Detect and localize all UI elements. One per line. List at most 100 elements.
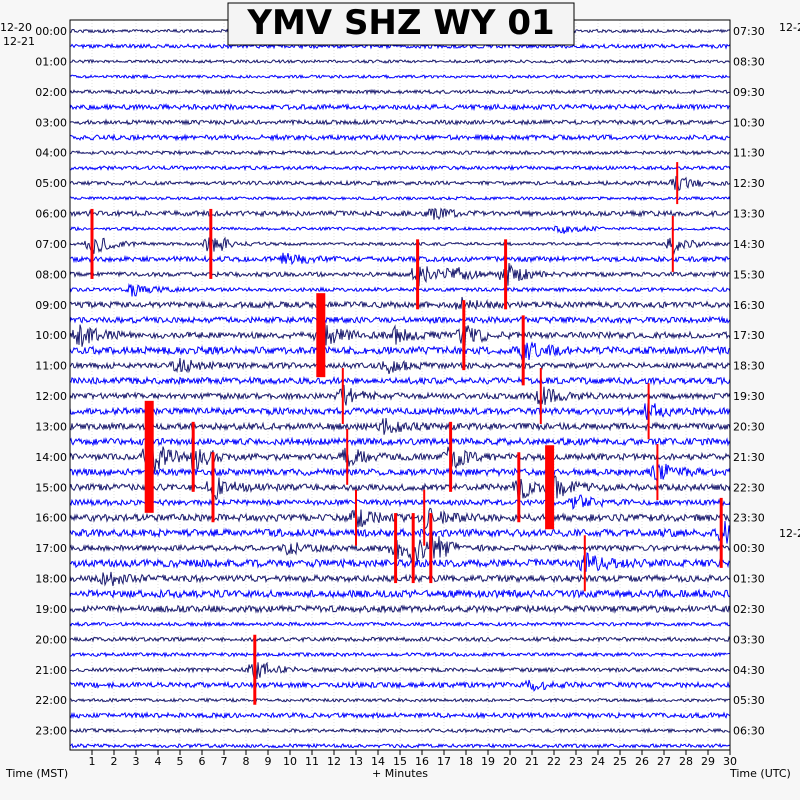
right-date-label-top: 12-2 (779, 21, 800, 34)
x-tick-label: 22 (547, 755, 561, 768)
clipped-event-mark (656, 444, 659, 501)
clipped-event-mark (209, 208, 213, 279)
x-tick-label: 6 (199, 755, 206, 768)
trace-row (69, 133, 730, 142)
x-tick-label: 29 (701, 755, 715, 768)
right-hour-label: 12:30 (733, 177, 765, 190)
trace-row (69, 375, 731, 386)
trace-row (69, 727, 731, 734)
trace-row (69, 661, 731, 680)
clipped-event-mark (346, 428, 349, 485)
trace-row (70, 164, 731, 172)
left-hour-label: 01:00 (35, 55, 67, 68)
left-hour-label: 23:00 (35, 725, 67, 738)
left-hour-label: 04:00 (35, 147, 67, 160)
x-tick-label: 16 (415, 755, 429, 768)
trace-row (69, 315, 731, 325)
trace-row (69, 520, 731, 545)
trace-row (69, 102, 731, 112)
trace-row (69, 263, 731, 287)
x-tick-label: 10 (283, 755, 297, 768)
trace-row (69, 531, 731, 564)
x-tick-label: 19 (481, 755, 495, 768)
left-hour-label: 11:00 (35, 360, 67, 373)
x-axis-label: + Minutes (372, 767, 428, 780)
x-tick-label: 9 (265, 755, 272, 768)
trace-row (69, 711, 731, 720)
left-hour-label: 02:00 (35, 86, 67, 99)
x-tick-label: 25 (613, 755, 627, 768)
left-hour-label: 14:00 (35, 451, 67, 464)
right-hour-label: 06:30 (733, 725, 765, 738)
trace-row (69, 224, 731, 234)
left-hour-label: 15:00 (35, 481, 67, 494)
x-tick-label: 13 (349, 755, 363, 768)
x-tick-label: 11 (305, 755, 319, 768)
trace-row (69, 235, 731, 255)
title-box (227, 2, 575, 46)
trace-row (69, 463, 731, 482)
trace-row (69, 620, 731, 628)
trace-row (69, 436, 731, 447)
right-hour-label: 22:30 (733, 481, 765, 494)
left-hour-label: 19:00 (35, 603, 67, 616)
clipped-event-mark (504, 239, 508, 310)
trace-row (69, 438, 731, 474)
x-tick-label: 17 (437, 755, 451, 768)
clipped-event-mark (253, 634, 257, 705)
right-hour-label: 19:30 (733, 390, 765, 403)
clipped-event-mark (316, 293, 326, 378)
right-hour-label: 17:30 (733, 329, 765, 342)
trace-row (69, 604, 731, 614)
left-hour-label: 13:00 (35, 420, 67, 433)
x-tick-label: 30 (723, 755, 737, 768)
clipped-event-mark (191, 421, 195, 492)
chart-title: YMV SHZ WY 01 (246, 3, 554, 43)
trace-row (69, 679, 731, 692)
right-hour-label: 09:30 (733, 86, 765, 99)
x-tick-label: 12 (327, 755, 341, 768)
trace-row (69, 588, 731, 600)
trace-row (69, 283, 731, 297)
trace-row (69, 296, 731, 310)
clipped-event-mark (539, 368, 542, 424)
trace-row (69, 474, 731, 504)
trace-row (69, 358, 731, 375)
left-date-label-bottom: 12-21 (3, 35, 35, 48)
right-hour-label: 02:30 (733, 603, 765, 616)
right-hour-label: 23:30 (733, 512, 765, 525)
right-hour-label: 10:30 (733, 116, 765, 129)
x-tick-label: 24 (591, 755, 605, 768)
right-hour-label: 14:30 (733, 238, 765, 251)
trace-row (69, 384, 731, 406)
trace-row (69, 507, 731, 530)
x-tick-label: 15 (393, 755, 407, 768)
right-hour-label: 21:30 (733, 451, 765, 464)
left-hour-label: 05:00 (35, 177, 67, 190)
right-hour-label: 00:30 (733, 542, 765, 555)
clipped-event-mark (647, 383, 650, 440)
clipped-event-mark (462, 300, 466, 371)
right-hour-label: 03:30 (733, 633, 765, 646)
left-hour-label: 03:00 (35, 116, 67, 129)
clipped-event-mark (90, 208, 94, 279)
clipped-event-mark (144, 400, 154, 513)
clipped-event-mark (583, 535, 586, 592)
left-date-label-top: 12-20 (0, 21, 32, 34)
clipped-event-mark (449, 421, 453, 492)
event-group (90, 162, 723, 705)
trace-row (69, 207, 731, 221)
trace-row (69, 552, 731, 572)
clipped-event-mark (429, 513, 433, 584)
x-tick-label: 3 (133, 755, 140, 768)
x-tick-label: 7 (221, 755, 228, 768)
x-tick-label: 18 (459, 755, 473, 768)
right-hour-label: 08:30 (733, 55, 765, 68)
clipped-event-mark (355, 489, 357, 546)
right-hour-label: 07:30 (733, 25, 765, 38)
trace-row (69, 252, 730, 266)
trace-row (69, 195, 731, 202)
right-hour-label: 04:30 (733, 664, 765, 677)
trace-row (69, 418, 731, 435)
